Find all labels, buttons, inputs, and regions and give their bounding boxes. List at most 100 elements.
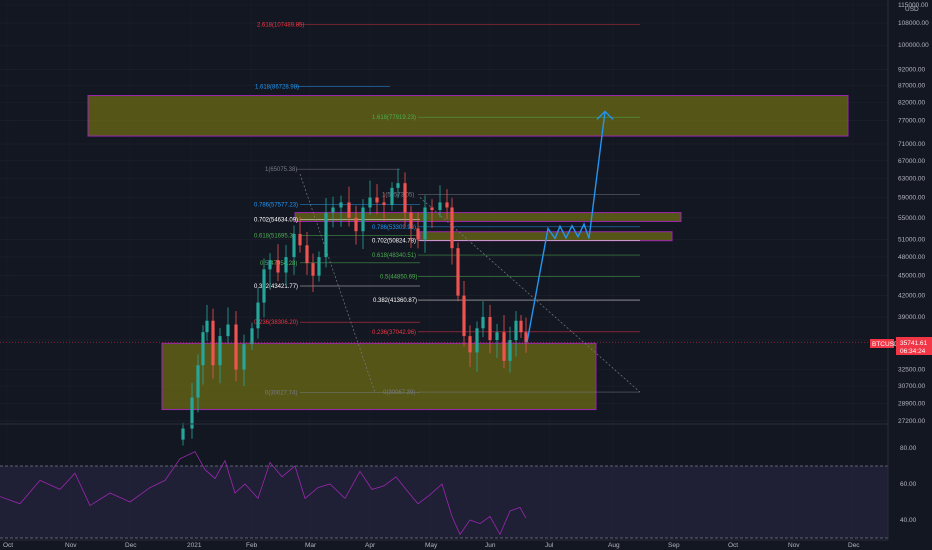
time-axis[interactable]: Oct Nov Dec 2021 Feb Mar Apr May Jun Jul Aug Sep Oct… xyxy=(0,539,888,549)
candle-body xyxy=(382,202,386,205)
support-zone xyxy=(161,342,597,411)
rsi-band xyxy=(0,466,888,538)
price-tick-label: 63000.00 xyxy=(898,176,925,183)
fib-label: 0(30067.39) xyxy=(383,390,415,396)
fib-label: 2.618(107489.85) xyxy=(257,22,304,28)
candle-body xyxy=(514,320,518,341)
rsi-line xyxy=(0,451,527,536)
last-price-value: 35741.61 xyxy=(900,340,927,347)
candle-body xyxy=(409,212,413,229)
price-axis[interactable]: 115000.00 108000.00 100000.00 92000.00 87000… xyxy=(887,0,929,540)
candle-body xyxy=(276,260,280,273)
time-tick-label: Jul xyxy=(545,542,554,549)
candle-body xyxy=(368,197,372,208)
time-tick-label: Oct xyxy=(3,542,13,549)
fib-label: 1(65075.38) xyxy=(265,167,297,173)
time-tick-label: Nov xyxy=(788,542,800,549)
time-tick-label: Dec xyxy=(848,542,860,549)
rsi-tick-label: 80.00 xyxy=(900,445,917,452)
candle-body xyxy=(524,332,528,343)
last-price-box xyxy=(896,337,932,355)
time-tick-label: Jun xyxy=(485,542,496,549)
price-tick-label: 87000.00 xyxy=(898,82,925,89)
candle-body xyxy=(430,207,434,211)
candle-body xyxy=(468,336,472,353)
fib-label: 0.618(51695.3) xyxy=(254,234,295,240)
time-tick-label: Apr xyxy=(365,542,376,549)
candle-body xyxy=(361,207,365,232)
time-tick-label: May xyxy=(425,542,438,549)
candle-body xyxy=(445,202,449,208)
candle-body xyxy=(481,316,485,329)
candle-body xyxy=(317,257,321,276)
time-tick-label: Feb xyxy=(246,542,258,549)
time-tick-label: Oct xyxy=(728,542,738,549)
candle-body xyxy=(234,324,238,370)
candle-body xyxy=(450,207,454,249)
price-tick-label: 108000.00 xyxy=(898,20,929,27)
candle-body xyxy=(508,340,512,361)
rsi-tick-label: 40.00 xyxy=(900,517,917,524)
fib-label: 0.786(53309.96) xyxy=(372,225,416,231)
symbol-badge xyxy=(870,339,894,348)
price-tick-label: 115000.00 xyxy=(898,2,929,9)
last-price-tag: BTCUSD 35741.61 06:34:24 xyxy=(870,337,932,355)
price-tick-label: 39000.00 xyxy=(898,314,925,321)
candle-body xyxy=(396,183,400,188)
fib-label: 1.618(86728.98) xyxy=(255,84,299,90)
candle-body xyxy=(298,233,302,246)
candle-body xyxy=(502,332,506,361)
time-tick-label: Dec xyxy=(125,542,137,549)
candlestick-series[interactable] xyxy=(0,168,888,446)
projection-arrowhead xyxy=(596,110,614,120)
fib-trend-line xyxy=(419,197,641,393)
candle-body xyxy=(190,397,194,429)
price-tick-label: 45000.00 xyxy=(898,273,925,280)
candle-body xyxy=(311,263,315,276)
price-tick-label: 27200.00 xyxy=(898,418,925,425)
candle-body xyxy=(423,207,427,240)
candle-body xyxy=(181,428,185,440)
fib-label: 0.618(48340.51) xyxy=(372,253,416,259)
fib-label: 0.382(43421.77) xyxy=(254,284,298,290)
time-tick-label: 2021 xyxy=(187,542,202,549)
resistance-zone-upper xyxy=(294,212,682,222)
fib-label: 0.702(54634.09) xyxy=(254,218,298,224)
fib-label: 0.382(41360.87) xyxy=(373,298,417,304)
candle-body xyxy=(256,302,260,329)
candle-body xyxy=(226,324,230,337)
candle-body xyxy=(331,207,335,213)
price-tick-label: 48000.00 xyxy=(898,254,925,261)
fib-label: 0.5(44850.69) xyxy=(380,275,417,281)
price-tick-label: 77000.00 xyxy=(898,118,925,125)
candle-body xyxy=(347,202,351,218)
candle-body xyxy=(416,228,420,240)
chart-grid xyxy=(0,4,888,422)
candle-body xyxy=(292,233,296,258)
candle-body xyxy=(211,320,215,366)
price-tick-label: 100000.00 xyxy=(898,42,929,49)
candle-body xyxy=(354,217,358,232)
candle-body xyxy=(495,332,499,341)
candle-body xyxy=(262,269,266,303)
price-tick-label: 59000.00 xyxy=(898,195,925,202)
candle-body xyxy=(196,365,200,398)
time-tick-label: Nov xyxy=(65,542,77,549)
price-tick-label: 32500.00 xyxy=(898,367,925,374)
price-tick-label: 42000.00 xyxy=(898,293,925,300)
price-zones xyxy=(87,95,849,411)
candle-body xyxy=(339,202,343,208)
time-tick-label: Aug xyxy=(608,542,620,549)
candle-body xyxy=(375,197,379,203)
candle-body xyxy=(305,245,309,264)
rsi-tick-label: 60.00 xyxy=(900,481,917,488)
top-target-zone xyxy=(87,95,849,137)
fib-label: 0.236(38306.20) xyxy=(254,320,298,326)
fib-label: 0.236(37042.96) xyxy=(372,330,416,336)
price-tick-label: 51000.00 xyxy=(898,237,925,244)
candle-body xyxy=(488,316,492,341)
currency-label: USD xyxy=(905,6,919,13)
price-tick-label: 71000.00 xyxy=(898,141,925,148)
